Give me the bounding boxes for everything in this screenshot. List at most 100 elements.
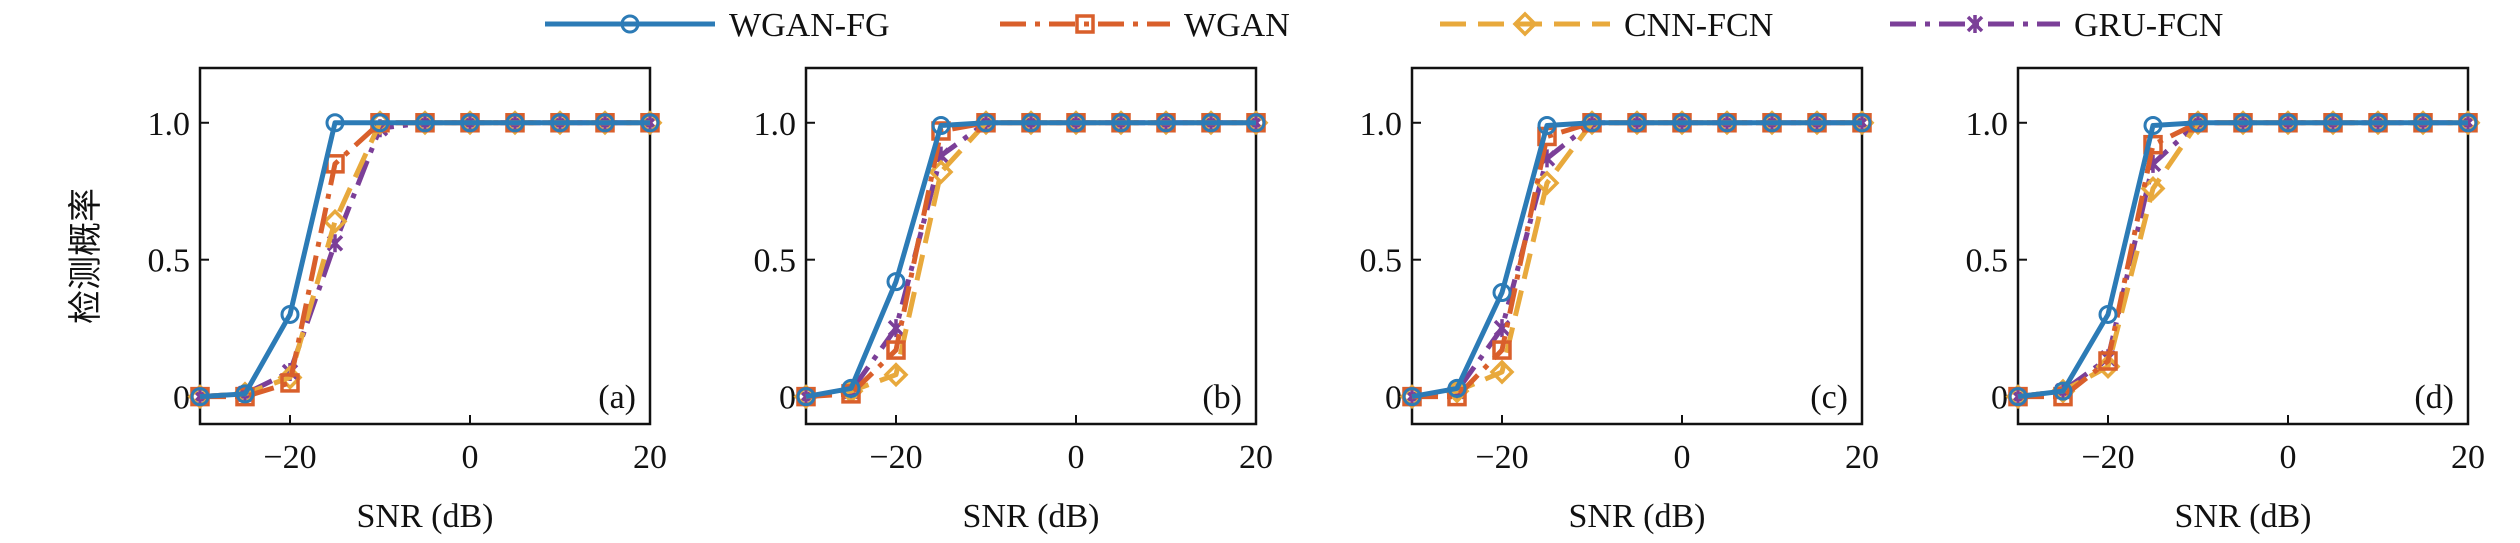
y-tick-label: 0 [1385,380,1402,417]
data-point [1493,319,1511,338]
data-point [883,362,909,388]
x-tick-label: 0 [1068,439,1085,476]
data-point [1762,113,1782,133]
series-wgan-fg [2008,113,2478,407]
data-point [2098,351,2118,371]
series-line [805,120,1256,400]
series-line [1411,120,1862,400]
series-line [1411,120,1862,400]
data-point [1447,378,1467,398]
legend-label: WGAN-FG [729,7,890,44]
y-tick-label: 0.5 [1966,243,2009,280]
data-point [1492,340,1512,360]
legend-item-gru-fcn: GRU-FCN [1890,7,2223,44]
panel-label: (a) [598,379,636,416]
data-point [1852,113,1872,133]
x-tick-label: −20 [1475,439,1528,476]
y-tick-label: 0 [779,380,796,417]
data-point [1156,113,1176,133]
data-point [2143,134,2163,155]
x-tick-label: 20 [2451,439,2485,476]
x-tick-label: −20 [869,439,922,476]
data-point [2278,113,2298,133]
legend-marker-square [1075,14,1095,34]
series-line [805,120,1256,400]
legend-label: GRU-FCN [2074,7,2223,44]
x-axis-label: SNR (dB) [963,498,1100,535]
data-point [1111,113,1131,133]
data-point [640,113,660,133]
legend-item-wgan-fg: WGAN-FG [545,7,890,44]
legend-marker-circle [620,14,640,34]
series-line [1411,120,1862,400]
legend-label: CNN-FCN [1624,7,1773,44]
x-tick-label: 0 [2280,439,2297,476]
data-point [370,113,390,133]
data-point [505,113,525,133]
x-axis-label: SNR (dB) [2175,498,2312,535]
data-point [280,304,300,324]
y-tick-label: 1.0 [754,106,797,143]
panel-a: −20 0 20 0 0.5 1.0 SNR (dB) 检测概率 (a) [66,66,667,535]
data-point [1672,113,1692,133]
panel-label: (b) [1202,379,1242,416]
plot-frame [198,66,652,426]
data-point [415,113,435,133]
data-point [322,208,348,234]
data-point [886,340,906,360]
x-tick-label: −20 [2081,439,2134,476]
x-tick-label: 20 [633,439,667,476]
legend-label: WGAN [1184,7,1290,44]
series-cnn-fcn [793,110,1269,410]
data-point [460,113,480,133]
panels: −20 0 20 0 0.5 1.0 SNR (dB) 检测概率 (a) −20 0 20 0 0.5 1.… [66,66,2485,535]
y-tick-label: 0 [1991,380,2008,417]
data-point [1021,113,1041,133]
data-point [931,121,951,141]
legend-item-wgan: WGAN [1000,7,1290,44]
panel-b: −20 0 20 0 0.5 1.0 SNR (dB) (b) [754,66,1273,535]
plot-frame [2016,66,2470,426]
series-wgan [796,113,1266,407]
legend-item-cnn-fcn: CNN-FCN [1440,7,1773,44]
x-axis-label: SNR (dB) [357,498,494,535]
series-line [2017,120,2468,400]
data-point [1246,113,1266,133]
data-point [1627,113,1647,133]
y-tick-label: 0.5 [1360,243,1403,280]
data-point [976,113,996,133]
data-point [550,113,570,133]
data-point [595,113,615,133]
data-point [928,159,954,185]
series-line [199,120,650,400]
series-cnn-fcn [1399,110,1875,410]
legend: WGAN-FG WGAN CNN-FCN GRU-FCN [545,7,2223,44]
data-point [1489,359,1515,385]
data-point [886,272,906,292]
data-point [796,387,816,407]
legend-marker-star [1966,15,1984,33]
data-point [1537,116,1557,136]
data-point [2368,113,2388,133]
panel-d: −20 0 20 0 0.5 1.0 SNR (dB) (d) [1966,66,2485,535]
data-point [190,387,210,407]
series-line [1412,120,1862,400]
panel-label: (c) [1810,379,1848,416]
data-point [1807,113,1827,133]
data-point [2098,304,2118,324]
y-tick-label: 1.0 [1360,106,1403,143]
data-point [2233,113,2253,133]
series-line [805,120,1256,400]
data-point [325,113,345,133]
panel-label: (d) [2414,379,2454,416]
data-point [2188,113,2208,133]
data-point [1201,113,1221,133]
x-axis-label: SNR (dB) [1569,498,1706,535]
series-line [805,120,1256,400]
data-point [1066,113,1086,133]
x-tick-label: −20 [263,439,316,476]
data-point [841,378,861,398]
data-point [2143,116,2163,136]
series-wgan-fg [190,113,660,407]
